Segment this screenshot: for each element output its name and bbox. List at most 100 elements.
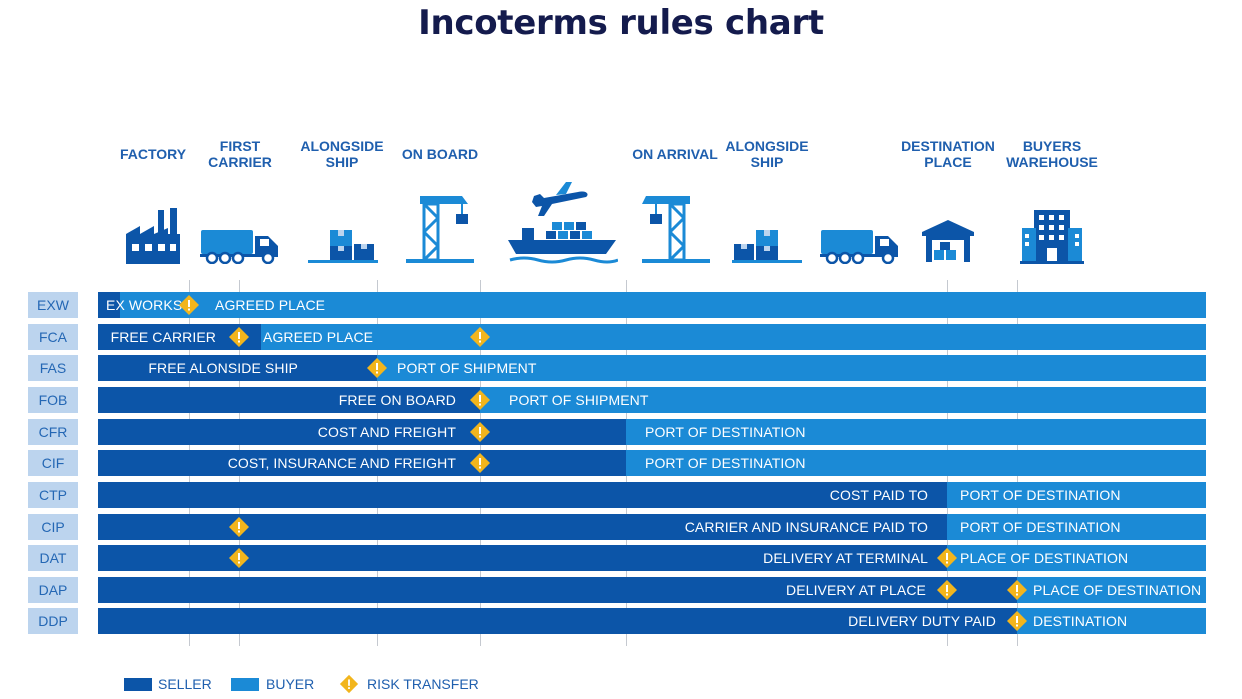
buyer-label: AGREED PLACE <box>215 297 326 313</box>
stage-on-arrival: ON ARRIVAL <box>620 146 730 162</box>
incoterm-row-fas: FAS FREE ALONSIDE SHIP PORT OF SHIPMENT <box>28 355 1206 381</box>
chevron-right-icon <box>80 422 98 442</box>
legend: SELLER BUYER RISK TRANSFER <box>124 674 484 694</box>
buyer-label: DESTINATION <box>1033 613 1128 629</box>
risk-transfer-icon <box>179 295 199 315</box>
stage-label: FIRST <box>219 138 261 154</box>
incoterm-code: CIP <box>28 514 78 540</box>
legend-seller-swatch <box>124 678 152 691</box>
risk-transfer-icon <box>367 358 387 378</box>
warehouse-icon <box>922 220 974 262</box>
seller-bar <box>98 387 480 413</box>
incoterm-code: CTP <box>28 482 78 508</box>
chevron-right-icon <box>80 485 98 505</box>
incoterm-code: FAS <box>28 355 78 381</box>
stage-destination-place: DESTINATION PLACE <box>893 138 1003 170</box>
risk-transfer-icon <box>229 517 249 537</box>
risk-transfer-icon <box>937 548 957 568</box>
boxes-icon <box>732 230 802 263</box>
seller-label: EX WORKS <box>106 297 183 313</box>
risk-transfer-icon <box>339 674 359 694</box>
incoterm-row-dap: DAP DELIVERY AT PLACE PLACE OF DESTINATI… <box>28 577 1206 603</box>
chevron-right-icon <box>80 453 98 473</box>
stage-label: PLACE <box>924 154 972 170</box>
seller-label: FREE ALONSIDE SHIP <box>148 360 298 376</box>
incoterm-code: DAT <box>28 545 78 571</box>
incoterm-code: FCA <box>28 324 78 350</box>
risk-transfer-icon <box>1007 611 1027 631</box>
seller-bar <box>98 292 120 318</box>
stage-factory: FACTORY <box>98 146 208 162</box>
seller-label: DELIVERY AT TERMINAL <box>763 550 928 566</box>
legend-buyer-swatch <box>231 678 259 691</box>
risk-transfer-icon <box>1007 580 1027 600</box>
risk-transfer-icon <box>470 422 490 442</box>
incoterm-code: DDP <box>28 608 78 634</box>
seller-label: FREE ON BOARD <box>338 392 456 408</box>
legend-buyer-label: BUYER <box>266 676 315 692</box>
crane-icon <box>406 196 474 263</box>
buyer-label: PORT OF SHIPMENT <box>397 360 537 376</box>
stage-label: CARRIER <box>208 154 272 170</box>
boxes-icon <box>308 230 378 263</box>
incoterm-row-exw: EXW EX WORKS AGREED PLACE <box>28 292 1206 318</box>
incoterm-row-cif: CIF COST, INSURANCE AND FREIGHT PORT OF … <box>28 450 1206 476</box>
stage-alongside-ship-destination: ALONGSIDE SHIP <box>712 138 822 170</box>
seller-bar <box>98 450 626 476</box>
incoterm-row-fca: FCA FREE CARRIER AGREED PLACE <box>28 324 1206 350</box>
stage-label: SHIP <box>325 154 359 170</box>
seller-bar <box>98 355 377 381</box>
truck-icon <box>820 230 898 264</box>
legend-risk-label: RISK TRANSFER <box>367 676 479 692</box>
incoterm-row-ctp: CTP COST PAID TO PORT OF DESTINATION <box>28 482 1206 508</box>
stage-on-board: ON BOARD <box>385 146 495 162</box>
incoterm-code: FOB <box>28 387 78 413</box>
risk-transfer-icon <box>470 327 490 347</box>
seller-label: FREE CARRIER <box>110 329 216 345</box>
seller-label: CARRIER AND INSURANCE PAID TO <box>684 519 928 535</box>
seller-label: COST, INSURANCE AND FREIGHT <box>227 455 456 471</box>
stage-label: SHIP <box>750 154 784 170</box>
stage-alongside-ship-origin: ALONGSIDE SHIP <box>287 138 397 170</box>
crane-icon <box>642 196 710 263</box>
incoterm-row-ddp: DDP DELIVERY DUTY PAID DESTINATION <box>28 608 1206 634</box>
office-building-icon <box>1020 210 1084 264</box>
chevron-right-icon <box>80 358 98 378</box>
seller-bar <box>98 482 947 508</box>
risk-transfer-icon <box>470 453 490 473</box>
buyer-bar <box>98 324 1206 350</box>
stage-label: FACTORY <box>119 146 187 162</box>
chevron-right-icon <box>80 580 98 600</box>
stage-label: DESTINATION <box>901 138 995 154</box>
incoterm-code: DAP <box>28 577 78 603</box>
seller-label: DELIVERY AT PLACE <box>786 582 926 598</box>
incoterm-row-fob: FOB FREE ON BOARD PORT OF SHIPMENT <box>28 387 1206 413</box>
stage-label: BUYERS <box>1022 138 1082 154</box>
risk-transfer-icon <box>229 327 249 347</box>
chevron-right-icon <box>80 548 98 568</box>
buyer-label: AGREED PLACE <box>263 329 374 345</box>
chevron-right-icon <box>80 611 98 631</box>
seller-bar <box>98 608 1017 634</box>
chevron-right-icon <box>80 517 98 537</box>
seller-label: COST AND FREIGHT <box>317 424 456 440</box>
incoterm-code: EXW <box>28 292 78 318</box>
risk-transfer-icon <box>470 390 490 410</box>
buyer-label: PLACE OF DESTINATION <box>1033 582 1202 598</box>
buyer-label: PORT OF SHIPMENT <box>509 392 649 408</box>
stage-label: WAREHOUSE <box>1006 154 1098 170</box>
buyer-bar <box>98 292 1206 318</box>
seller-label: COST PAID TO <box>829 487 928 503</box>
incoterm-row-cip: CIP CARRIER AND INSURANCE PAID TO PORT O… <box>28 514 1206 540</box>
stage-label: ALONGSIDE <box>300 138 384 154</box>
stage-label: ON BOARD <box>401 146 479 162</box>
stage-first-carrier: FIRST CARRIER <box>185 138 295 170</box>
truck-icon <box>200 230 278 264</box>
chevron-right-icon <box>80 390 98 410</box>
incoterm-row-dat: DAT DELIVERY AT TERMINAL PLACE OF DESTIN… <box>28 545 1206 571</box>
incoterm-code: CFR <box>28 419 78 445</box>
buyer-label: PORT OF DESTINATION <box>645 455 806 471</box>
buyer-label: PORT OF DESTINATION <box>960 519 1121 535</box>
chevron-right-icon <box>80 327 98 347</box>
factory-icon <box>126 208 180 264</box>
